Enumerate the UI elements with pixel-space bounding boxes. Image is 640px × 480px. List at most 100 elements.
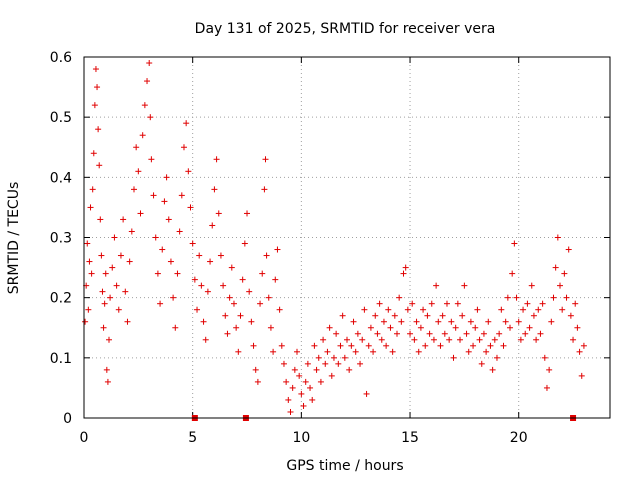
data-point xyxy=(357,360,364,367)
data-point xyxy=(428,300,435,307)
data-point xyxy=(291,366,298,373)
data-point xyxy=(435,318,442,325)
data-point xyxy=(526,324,533,331)
data-point xyxy=(215,210,222,217)
data-point xyxy=(307,384,314,391)
data-point xyxy=(159,246,166,253)
data-point xyxy=(270,348,277,355)
data-point xyxy=(420,306,427,313)
x-axis-label: GPS time / hours xyxy=(286,458,403,474)
data-point xyxy=(97,216,104,223)
data-point xyxy=(298,390,305,397)
data-point xyxy=(561,270,568,277)
data-point xyxy=(524,300,531,307)
y-tick-label: 0.1 xyxy=(50,351,72,367)
data-point xyxy=(359,336,366,343)
data-point xyxy=(374,330,381,337)
data-point xyxy=(554,234,561,241)
data-point xyxy=(520,306,527,313)
data-point xyxy=(430,336,437,343)
data-point xyxy=(459,312,466,319)
data-point xyxy=(133,144,140,151)
data-point xyxy=(461,282,468,289)
data-point xyxy=(326,324,333,331)
data-point xyxy=(415,348,422,355)
data-point xyxy=(463,330,470,337)
data-point xyxy=(313,366,320,373)
y-tick-label: 0.5 xyxy=(50,110,72,126)
data-point xyxy=(263,252,270,259)
data-point xyxy=(502,318,509,325)
data-point xyxy=(180,144,187,151)
y-tick-label: 0 xyxy=(63,411,72,427)
data-point xyxy=(339,312,346,319)
data-point xyxy=(567,312,574,319)
data-point xyxy=(300,402,307,409)
data-point xyxy=(304,360,311,367)
data-point xyxy=(280,360,287,367)
data-point xyxy=(152,234,159,241)
data-point xyxy=(448,318,455,325)
y-tick-label: 0.6 xyxy=(50,50,72,66)
data-point xyxy=(103,366,110,373)
data-point xyxy=(380,318,387,325)
data-point xyxy=(383,342,390,349)
data-point xyxy=(122,288,129,295)
data-point xyxy=(391,312,398,319)
data-point xyxy=(120,216,127,223)
data-point xyxy=(200,318,207,325)
data-point xyxy=(104,378,111,385)
data-point xyxy=(202,336,209,343)
data-point xyxy=(565,246,572,253)
data-point xyxy=(546,366,553,373)
data-point xyxy=(515,318,522,325)
data-point xyxy=(92,66,99,73)
data-point xyxy=(543,384,550,391)
data-point xyxy=(539,300,546,307)
data-point xyxy=(241,240,248,247)
data-point xyxy=(90,150,97,157)
data-point xyxy=(146,60,153,67)
data-point xyxy=(530,312,537,319)
data-point xyxy=(147,114,154,121)
data-point xyxy=(511,240,518,247)
data-point xyxy=(302,378,309,385)
data-point xyxy=(402,264,409,271)
data-point xyxy=(372,312,379,319)
data-point xyxy=(246,288,253,295)
data-point xyxy=(91,102,98,109)
data-point xyxy=(487,342,494,349)
data-point xyxy=(189,240,196,247)
data-point xyxy=(322,360,329,367)
data-point xyxy=(457,336,464,343)
data-point xyxy=(439,312,446,319)
data-point xyxy=(99,288,106,295)
data-point xyxy=(283,378,290,385)
data-point xyxy=(178,192,185,199)
data-point xyxy=(87,204,94,211)
data-point xyxy=(128,228,135,235)
data-point xyxy=(485,318,492,325)
data-point xyxy=(224,330,231,337)
data-point xyxy=(213,156,220,163)
data-point xyxy=(235,348,242,355)
data-point xyxy=(517,336,524,343)
data-point xyxy=(84,240,91,247)
data-point xyxy=(139,132,146,139)
data-point xyxy=(228,264,235,271)
data-point xyxy=(454,300,461,307)
data-point xyxy=(354,330,361,337)
data-point xyxy=(407,330,414,337)
data-point xyxy=(550,294,557,301)
data-point xyxy=(333,330,340,337)
data-point xyxy=(296,372,303,379)
data-point xyxy=(289,384,296,391)
data-point xyxy=(580,342,587,349)
data-point xyxy=(163,174,170,181)
data-point xyxy=(233,324,240,331)
data-point xyxy=(226,294,233,301)
data-point xyxy=(528,282,535,289)
y-tick-label: 0.2 xyxy=(50,291,72,307)
data-point xyxy=(437,342,444,349)
data-point xyxy=(198,282,205,289)
